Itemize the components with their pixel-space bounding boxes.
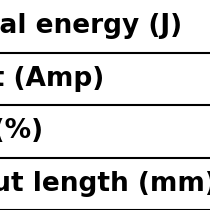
Text: Speed (%): Speed (%) [0,118,43,144]
Text: Stick out length (mm): Stick out length (mm) [0,171,210,197]
Text: Current (Amp): Current (Amp) [0,66,104,92]
Text: Potential energy (J): Potential energy (J) [0,13,182,39]
